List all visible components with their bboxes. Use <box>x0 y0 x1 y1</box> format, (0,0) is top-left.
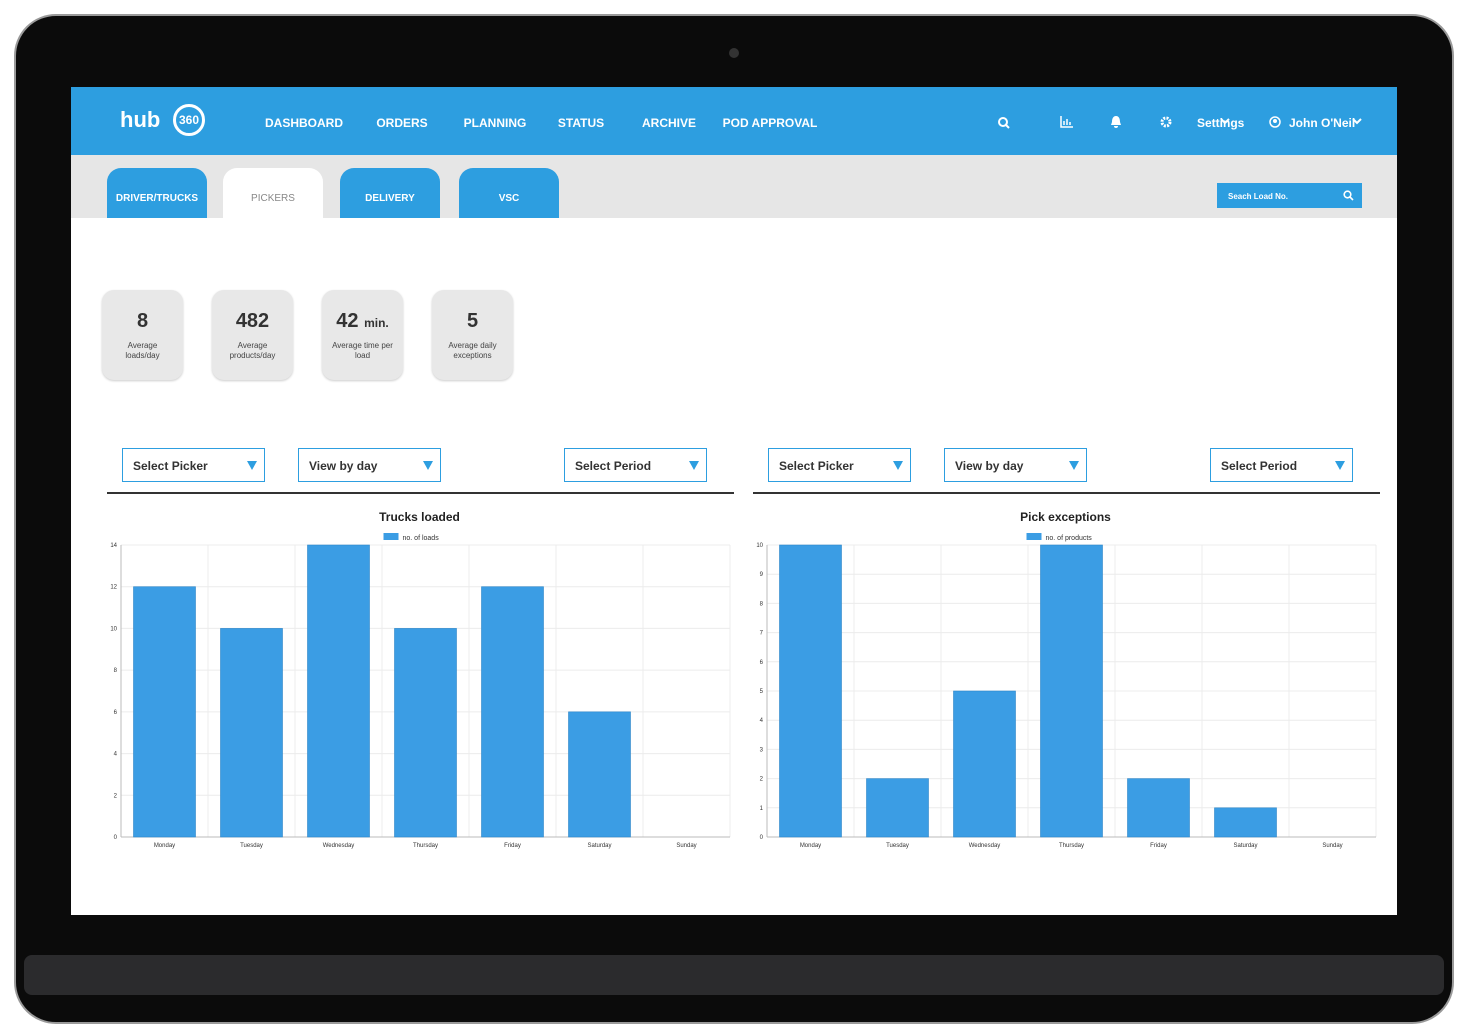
tab[interactable]: DELIVERY <box>340 168 440 218</box>
tab[interactable]: VSC <box>459 168 559 218</box>
divider <box>107 492 734 494</box>
tab[interactable]: DRIVER/TRUCKS <box>107 168 207 218</box>
dropdown[interactable]: Select Picker <box>768 448 911 482</box>
gear-icon <box>1160 116 1172 128</box>
nav-item[interactable]: PLANNING <box>463 116 527 130</box>
dropdown[interactable]: Select Period <box>564 448 707 482</box>
stat-label: Average daily exceptions <box>448 341 497 360</box>
stat-value: 42 <box>336 310 359 332</box>
stat-label: Average products/day <box>229 341 276 360</box>
divider <box>753 492 1380 494</box>
logo[interactable]: hub <box>120 107 161 132</box>
nav-item[interactable]: ORDERS <box>376 116 428 130</box>
stat-card: 482 Average products/day <box>212 290 293 380</box>
dropdown[interactable]: View by day <box>298 448 441 482</box>
stat-card: 8 Average loads/day <box>102 290 183 380</box>
stat-card: 5 Average daily exceptions <box>432 290 513 380</box>
stat-label: Average time per load <box>332 341 393 360</box>
search-icon <box>1343 190 1354 201</box>
user-menu[interactable]: John O'Neil <box>1289 116 1356 130</box>
camera <box>729 48 739 58</box>
chevron <box>1352 118 1362 125</box>
search-icon[interactable] <box>997 116 1011 130</box>
nav-item[interactable]: ARCHIVE <box>641 116 697 130</box>
dropdown[interactable]: Select Picker <box>122 448 265 482</box>
nav-item[interactable]: STATUS <box>557 116 605 130</box>
laptop-base <box>24 955 1444 995</box>
tab[interactable]: PICKERS <box>223 168 323 218</box>
stat-card: 42 min. Average time per load <box>322 290 403 380</box>
stat-value: 5 <box>466 310 479 332</box>
search-placeholder: Seach Load No. <box>1228 192 1289 201</box>
dropdown[interactable]: View by day <box>944 448 1087 482</box>
bell-icon[interactable] <box>1110 115 1122 129</box>
screen: hub 360 DASHBOARD ORDERS PLANNING STATUS… <box>71 87 1397 915</box>
page: hub 360 DASHBOARD ORDERS PLANNING STATUS… <box>14 14 1454 1024</box>
stat-value: 482 <box>235 310 270 332</box>
chevron <box>1220 118 1230 125</box>
settings-menu[interactable]: Settings <box>1197 116 1245 130</box>
search-box[interactable]: Seach Load No. <box>1217 183 1362 208</box>
stat-unit: min. <box>364 316 389 330</box>
header: hub 360 DASHBOARD ORDERS PLANNING STATUS… <box>71 87 1397 155</box>
dropdown[interactable]: Select Period <box>1210 448 1353 482</box>
stat-label: Average loads/day <box>125 341 160 360</box>
logo-badge: 360 <box>173 104 205 136</box>
user-icon <box>1269 116 1281 128</box>
nav-item[interactable]: DASHBOARD <box>265 116 343 130</box>
stat-value: 8 <box>136 310 149 332</box>
chart-icon[interactable] <box>1060 116 1074 128</box>
nav-item[interactable]: POD APPROVAL <box>722 116 818 130</box>
